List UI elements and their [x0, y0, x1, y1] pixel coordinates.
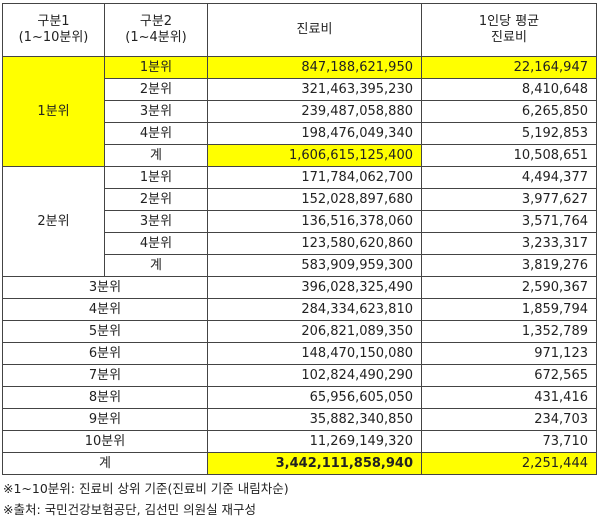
group-label-1: 1분위 — [2, 56, 105, 167]
table-row: 3분위 136,516,378,060 3,571,764 — [3, 210, 597, 233]
per-person-cell: 6,265,850 — [421, 100, 597, 123]
per-person-cell: 431,416 — [421, 386, 597, 409]
decile-label: 4분위 — [2, 298, 208, 321]
per-person-cell: 1,352,789 — [421, 320, 597, 343]
group-label-2: 2분위 — [2, 166, 105, 277]
expense-cell: 136,516,378,060 — [207, 210, 422, 233]
expense-cell: 583,909,959,300 — [207, 254, 422, 277]
table-row: 10분위 11,269,149,320 73,710 — [2, 430, 597, 453]
expense-cell: 152,028,897,680 — [207, 188, 422, 211]
expense-cell: 198,476,049,340 — [207, 122, 422, 145]
per-person-cell: 234,703 — [421, 408, 597, 431]
per-person-cell: 22,164,947 — [421, 56, 597, 79]
expense-cell: 206,821,089,350 — [207, 320, 422, 343]
header-group2: 구분2 (1~4분위) — [104, 3, 208, 57]
decile-label: 10분위 — [2, 430, 208, 453]
decile-label: 8분위 — [2, 386, 208, 409]
per-person-cell: 3,571,764 — [421, 210, 597, 233]
per-person-cell: 73,710 — [421, 430, 597, 453]
footnote-source: ※출처: 국민건강보험공단, 김선민 의원실 재구성 — [3, 502, 257, 517]
sub-label: 1분위 — [104, 56, 208, 79]
table-row: 9분위 35,882,340,850 234,703 — [2, 408, 597, 431]
table-row: 8분위 65,956,605,050 431,416 — [2, 386, 597, 409]
header-expense: 진료비 — [207, 3, 422, 57]
header-group1: 구분1 (1~10분위) — [2, 3, 105, 57]
decile-label: 9분위 — [2, 408, 208, 431]
expense-cell: 148,470,150,080 — [207, 342, 422, 365]
table-row: 6분위 148,470,150,080 971,123 — [2, 342, 597, 365]
sub-label: 4분위 — [104, 232, 208, 255]
per-person-cell: 3,819,276 — [421, 254, 597, 277]
expense-table-container: 구분1 (1~10분위) 구분2 (1~4분위) 진료비 1인당 평균 진료비 1분위… — [2, 3, 597, 475]
expense-cell: 35,882,340,850 — [207, 408, 422, 431]
expense-cell: 239,487,058,880 — [207, 100, 422, 123]
total-expense-cell: 3,442,111,858,940 — [207, 452, 422, 475]
total-per-person-cell: 2,251,444 — [421, 452, 597, 475]
medical-expense-table: 구분1 (1~10분위) 구분2 (1~4분위) 진료비 1인당 평균 진료비 1분위… — [2, 3, 597, 475]
table-row: 3분위 239,487,058,880 6,265,850 — [3, 100, 597, 123]
sub-label: 계 — [104, 254, 208, 277]
table-row: 2분위 1분위 171,784,062,700 4,494,377 — [2, 166, 597, 277]
per-person-cell: 2,590,367 — [421, 276, 597, 299]
per-person-cell: 1,859,794 — [421, 298, 597, 321]
expense-cell: 123,580,620,860 — [207, 232, 422, 255]
expense-cell: 321,463,395,230 — [207, 78, 422, 101]
expense-cell: 847,188,621,950 — [207, 56, 422, 79]
expense-cell: 11,269,149,320 — [207, 430, 422, 453]
per-person-cell: 3,233,317 — [421, 232, 597, 255]
footnotes: ※1~10분위: 진료비 상위 기준(진료비 기준 내림차순) ※출처: 국민건… — [3, 478, 289, 520]
table-row: 1분위 1분위 847,188,621,950 22,164,947 — [2, 56, 597, 167]
decile-label: 7분위 — [2, 364, 208, 387]
subtotal-row: 계 583,909,959,300 3,819,276 — [3, 254, 597, 277]
sub-label: 1분위 — [104, 166, 208, 189]
sub-label: 3분위 — [104, 210, 208, 233]
per-person-cell: 5,192,853 — [421, 122, 597, 145]
expense-cell: 171,784,062,700 — [207, 166, 422, 189]
table-row: 4분위 123,580,620,860 3,233,317 — [3, 232, 597, 255]
per-person-cell: 8,410,648 — [421, 78, 597, 101]
table-row: 3분위 396,028,325,490 2,590,367 — [2, 276, 597, 299]
per-person-cell: 4,494,377 — [421, 166, 597, 189]
sub-label: 계 — [104, 144, 208, 167]
sub-label: 3분위 — [104, 100, 208, 123]
subtotal-row: 계 1,606,615,125,400 10,508,651 — [3, 144, 597, 167]
total-label: 계 — [2, 452, 208, 475]
sub-label: 2분위 — [104, 78, 208, 101]
per-person-cell: 10,508,651 — [421, 144, 597, 167]
expense-cell: 396,028,325,490 — [207, 276, 422, 299]
expense-cell: 102,824,490,290 — [207, 364, 422, 387]
table-row: 5분위 206,821,089,350 1,352,789 — [2, 320, 597, 343]
sub-label: 2분위 — [104, 188, 208, 211]
per-person-cell: 3,977,627 — [421, 188, 597, 211]
table-row: 2분위 152,028,897,680 3,977,627 — [3, 188, 597, 211]
expense-cell: 1,606,615,125,400 — [207, 144, 422, 167]
per-person-cell: 672,565 — [421, 364, 597, 387]
header-per-person: 1인당 평균 진료비 — [421, 3, 597, 57]
table-row: 4분위 284,334,623,810 1,859,794 — [2, 298, 597, 321]
decile-label: 6분위 — [2, 342, 208, 365]
decile-label: 5분위 — [2, 320, 208, 343]
footnote-criteria: ※1~10분위: 진료비 상위 기준(진료비 기준 내림차순) — [3, 481, 289, 496]
header-row: 구분1 (1~10분위) 구분2 (1~4분위) 진료비 1인당 평균 진료비 — [2, 3, 597, 57]
sub-label: 4분위 — [104, 122, 208, 145]
expense-cell: 284,334,623,810 — [207, 298, 422, 321]
total-row: 계 3,442,111,858,940 2,251,444 — [2, 452, 597, 475]
per-person-cell: 971,123 — [421, 342, 597, 365]
table-row: 7분위 102,824,490,290 672,565 — [2, 364, 597, 387]
expense-cell: 65,956,605,050 — [207, 386, 422, 409]
decile-label: 3분위 — [2, 276, 208, 299]
